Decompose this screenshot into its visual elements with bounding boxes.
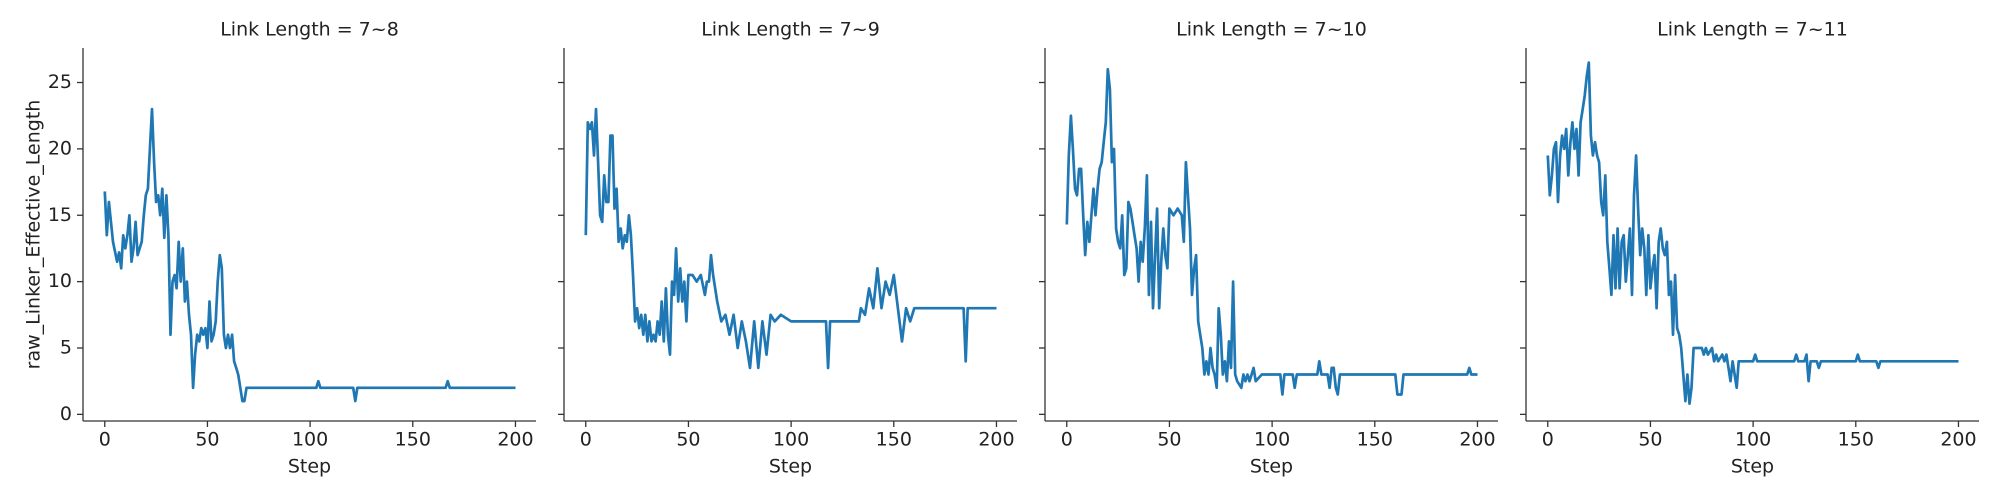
- x-tick-label: 50: [1157, 429, 1181, 451]
- y-tick-label: 0: [60, 403, 72, 425]
- y-tick-label: 15: [48, 204, 72, 226]
- x-tick-label: 200: [978, 429, 1014, 451]
- data-line: [103, 107, 516, 403]
- x-tick-label: 100: [1735, 429, 1771, 451]
- x-tick-label: 50: [195, 429, 219, 451]
- x-axis-label: Step: [1731, 456, 1774, 478]
- x-tick-label: 100: [773, 429, 809, 451]
- x-axis-label: Step: [1250, 456, 1293, 478]
- y-tick-label: 20: [48, 137, 72, 159]
- y-tick-label: 10: [48, 270, 72, 292]
- x-tick-label: 50: [676, 429, 700, 451]
- x-tick-label: 0: [580, 429, 592, 451]
- x-tick-label: 100: [292, 429, 328, 451]
- x-tick-label: 100: [1254, 429, 1290, 451]
- x-axis-label: Step: [288, 456, 331, 478]
- x-tick-label: 150: [1357, 429, 1393, 451]
- x-tick-label: 0: [1061, 429, 1073, 451]
- y-tick-label: 25: [48, 71, 72, 93]
- x-tick-label: 200: [1940, 429, 1976, 451]
- panel-title: Link Length = 7~10: [1176, 19, 1367, 41]
- panel-title: Link Length = 7~11: [1657, 19, 1848, 41]
- x-tick-label: 150: [1838, 429, 1874, 451]
- panel-title: Link Length = 7~8: [220, 19, 399, 41]
- x-tick-label: 150: [876, 429, 912, 451]
- x-tick-label: 200: [1459, 429, 1495, 451]
- data-line: [1065, 67, 1478, 396]
- data-line: [1546, 61, 1959, 406]
- x-axis-label: Step: [769, 456, 812, 478]
- x-tick-label: 150: [395, 429, 431, 451]
- y-axis-label: raw_Linker_Effective_Length: [23, 100, 45, 370]
- data-line: [584, 107, 997, 370]
- x-tick-label: 0: [1542, 429, 1554, 451]
- x-tick-label: 0: [99, 429, 111, 451]
- x-tick-label: 50: [1638, 429, 1662, 451]
- y-tick-label: 5: [60, 336, 72, 358]
- panel-title: Link Length = 7~9: [701, 19, 880, 41]
- x-tick-label: 200: [497, 429, 533, 451]
